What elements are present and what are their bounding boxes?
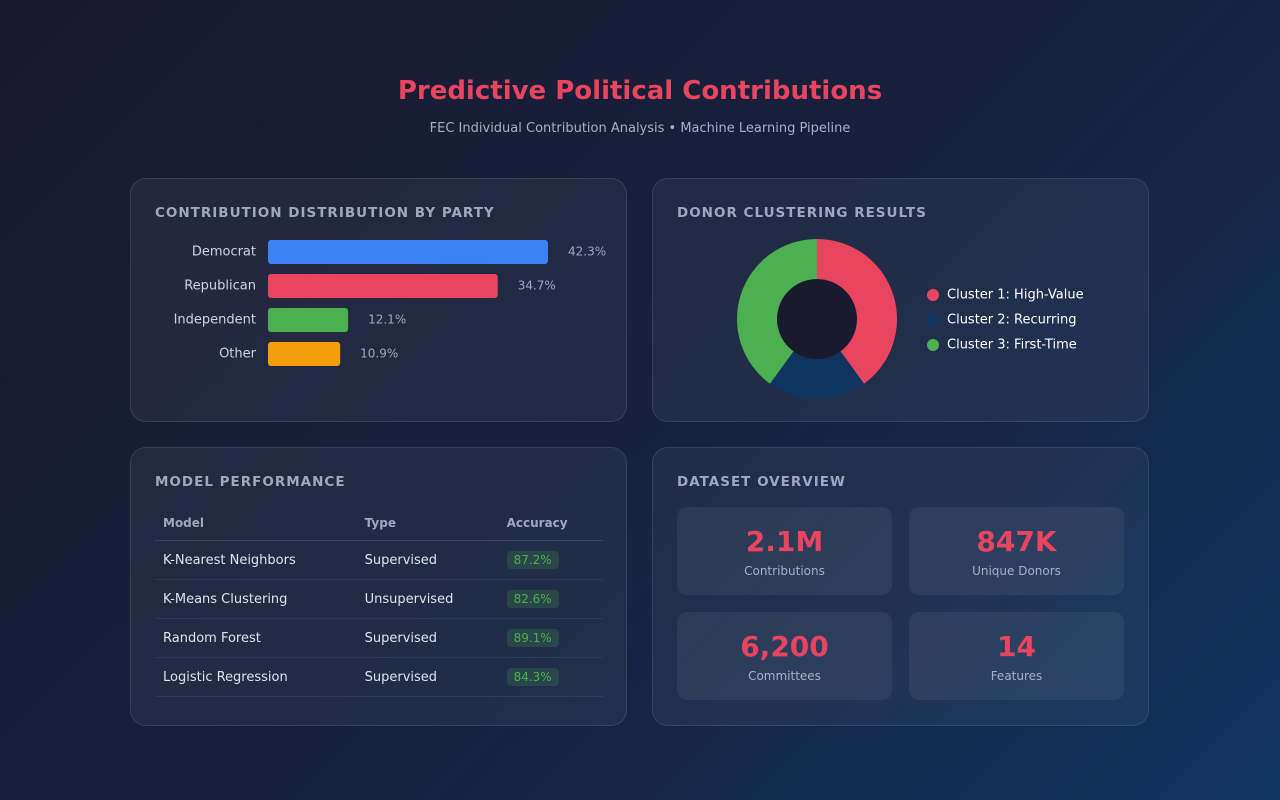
card-title: DATASET OVERVIEW	[677, 474, 846, 490]
stat-label: Unique Donors	[972, 564, 1061, 578]
bar-label: Other	[219, 347, 257, 362]
stat-label: Contributions	[744, 564, 825, 578]
table-cell: Random Forest	[155, 618, 357, 658]
legend-swatch	[927, 314, 939, 326]
table-cell: Unsupervised	[356, 579, 499, 619]
stat-value: 14	[997, 630, 1036, 663]
stat-tile: 2.1M Contributions	[677, 507, 892, 595]
bar	[268, 342, 341, 366]
card-title: CONTRIBUTION DISTRIBUTION BY PARTY	[155, 205, 495, 221]
table-cell: 87.2%	[498, 540, 603, 580]
table-row: K-Means Clustering Unsupervised 82.6%	[155, 579, 603, 619]
accuracy-badge: 84.3%	[506, 668, 559, 686]
bar-label: Republican	[184, 279, 256, 294]
dataset-card: DATASET OVERVIEW 2.1M Contributions 847K Un…	[652, 447, 1149, 726]
card-title: DONOR CLUSTERING RESULTS	[677, 205, 927, 221]
stat-value: 2.1M	[745, 525, 824, 558]
value-label: 12.1%	[368, 313, 406, 327]
legend-swatch	[927, 289, 939, 301]
column-header: Model	[155, 506, 357, 541]
table-row: Random Forest Supervised 89.1%	[155, 618, 603, 658]
stat-value: 847K	[976, 525, 1057, 558]
stat-label: Committees	[748, 669, 821, 683]
bar-label: Independent	[174, 313, 256, 328]
table-cell: Supervised	[356, 618, 499, 658]
legend-swatch	[927, 339, 939, 351]
table-cell: 84.3%	[498, 657, 603, 697]
table-cell: 89.1%	[498, 618, 603, 658]
legend-label: Cluster 1: High-Value	[947, 288, 1084, 303]
bar	[268, 274, 498, 298]
stat-tile: 847K Unique Donors	[909, 507, 1124, 595]
party-card: CONTRIBUTION DISTRIBUTION BY PARTY Democ…	[130, 178, 627, 422]
column-header: Type	[356, 506, 499, 541]
accuracy-badge: 87.2%	[506, 551, 559, 569]
bar	[268, 308, 349, 332]
table-cell: Logistic Regression	[155, 657, 357, 697]
table-row: K-Nearest Neighbors Supervised 87.2%	[155, 540, 603, 580]
model-table: Model Type Accuracy K-Nearest Neighbors S…	[155, 506, 603, 697]
legend-label: Cluster 2: Recurring	[947, 313, 1076, 328]
model-card: MODEL PERFORMANCE Model Type Accuracy K-…	[130, 447, 627, 726]
page-title: Predictive Political Contributions	[397, 76, 883, 106]
table-cell: K-Nearest Neighbors	[155, 540, 357, 580]
stat-tile: 14 Features	[909, 612, 1124, 700]
donut-chart: Cluster 1: High-Value Cluster 2: Recurrin…	[737, 239, 1084, 399]
donut-slice	[817, 239, 897, 384]
table-cell: K-Means Clustering	[155, 579, 357, 619]
legend-label: Cluster 3: First-Time	[947, 338, 1077, 353]
donut-hole	[777, 279, 857, 359]
table-cell: Supervised	[356, 540, 499, 580]
table-cell: Supervised	[356, 657, 499, 697]
card-title: MODEL PERFORMANCE	[155, 474, 346, 490]
stat-tile: 6,200 Committees	[677, 612, 892, 700]
table-cell: 82.6%	[498, 579, 603, 619]
column-header: Accuracy	[498, 506, 603, 541]
page-subtitle: FEC Individual Contribution Analysis • M…	[429, 121, 851, 136]
table-row: Logistic Regression Supervised 84.3%	[155, 657, 603, 697]
bar-chart: Democrat 42.3% Republican 34.7% Independent 1…	[174, 240, 606, 366]
donut-slice	[737, 239, 817, 384]
stat-label: Features	[990, 669, 1043, 683]
value-label: 34.7%	[518, 279, 556, 293]
stat-value: 6,200	[740, 630, 829, 663]
bar-label: Democrat	[192, 245, 256, 260]
value-label: 10.9%	[360, 347, 398, 361]
accuracy-badge: 89.1%	[506, 629, 559, 647]
accuracy-badge: 82.6%	[506, 590, 559, 608]
bar	[268, 240, 548, 264]
cluster-card: DONOR CLUSTERING RESULTS Cluster 1: High…	[652, 178, 1149, 422]
value-label: 42.3%	[568, 245, 606, 259]
